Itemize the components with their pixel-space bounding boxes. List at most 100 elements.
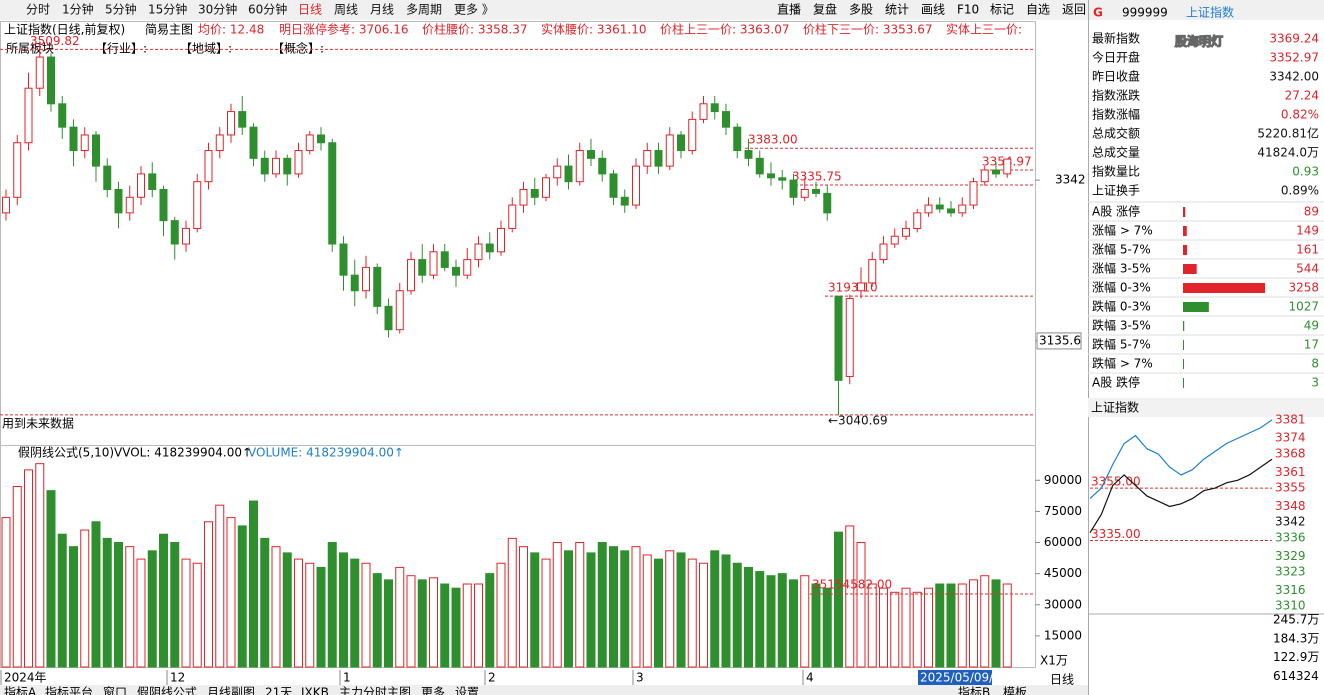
- period-tab[interactable]: 更多 》: [454, 3, 494, 17]
- breadth-label: 涨幅 0-3%: [1092, 280, 1151, 295]
- x-tick-label: 1: [343, 671, 351, 685]
- volume-bar: [215, 504, 225, 668]
- volume-bar: [417, 579, 427, 668]
- volume-bar: [969, 579, 978, 668]
- candle-body: [35, 56, 44, 89]
- x-tick-label: 2024年: [4, 671, 47, 685]
- y-tick-label: 75000: [1044, 504, 1082, 518]
- tool-button[interactable]: 标记: [990, 3, 1014, 17]
- y-tick-label: 30000: [1044, 597, 1082, 611]
- breadth-value: 8: [1311, 357, 1319, 371]
- bottom-tab[interactable]: 设置: [455, 686, 479, 695]
- panel-code: 999999: [1122, 6, 1168, 20]
- bottom-tab[interactable]: 21天: [265, 686, 292, 695]
- candle-body: [13, 142, 22, 198]
- tool-button[interactable]: 返回: [1062, 3, 1086, 17]
- candle-body: [249, 126, 258, 159]
- candle-body: [193, 181, 202, 229]
- candle-body: [227, 111, 235, 136]
- vol-tick-label: 614324: [1273, 669, 1319, 683]
- bottom-tab[interactable]: 窗口: [103, 686, 127, 695]
- period-tab[interactable]: 5分钟: [105, 2, 137, 17]
- tool-button[interactable]: F10: [957, 3, 979, 17]
- tool-button[interactable]: 复盘: [813, 2, 837, 17]
- candle-body: [677, 134, 685, 152]
- volume-bar: [271, 546, 281, 668]
- candle-body: [879, 243, 888, 261]
- volume-bar: [384, 579, 393, 668]
- quote-value: 0.89%: [1281, 184, 1319, 198]
- candle-body: [823, 192, 832, 214]
- breadth-value: 544: [1296, 262, 1319, 276]
- quote-label: 总成交额: [1092, 126, 1140, 141]
- y-tick-label: 3135.6: [1039, 333, 1081, 347]
- candle-body: [47, 56, 55, 105]
- period-tab[interactable]: 月线: [370, 3, 394, 17]
- tool-button[interactable]: 画线: [921, 3, 945, 17]
- period-tab[interactable]: 多周期: [406, 3, 442, 17]
- volume-bar: [935, 583, 945, 668]
- bottom-tab[interactable]: 模板: [1003, 686, 1027, 695]
- vol-tick-label: 184.3万: [1273, 631, 1319, 645]
- info-item: 价柱腰价: 3358.37: [422, 22, 527, 37]
- breadth-bar: [1183, 359, 1184, 369]
- vvol-label: VVOL: 418239904.00↑: [114, 446, 252, 460]
- bottom-tab[interactable]: 指标B: [958, 685, 990, 695]
- candle-body: [137, 173, 145, 198]
- quote-value: 3369.24: [1269, 32, 1319, 46]
- volume-bar: [710, 550, 720, 668]
- volume-bar: [327, 542, 337, 668]
- period-tab[interactable]: 30分钟: [198, 2, 237, 17]
- y-tick-label: 3329: [1275, 549, 1306, 563]
- period-indicator[interactable]: 日线: [1050, 673, 1074, 687]
- volume-bar: [755, 571, 765, 668]
- candle-body: [598, 157, 607, 175]
- bottom-tab[interactable]: 假阴线公式: [137, 686, 197, 695]
- volume-bar: [856, 542, 866, 668]
- breadth-label: 跌幅 0-3%: [1092, 299, 1151, 314]
- volume-bar: [530, 552, 540, 668]
- breadth-bar: [1183, 340, 1184, 350]
- bottom-tab[interactable]: 主力分时主图: [339, 686, 411, 695]
- y-tick-label: 3355: [1275, 481, 1306, 495]
- breadth-label: 涨幅 3-5%: [1092, 261, 1151, 276]
- bottom-tab[interactable]: JXKB: [300, 686, 329, 695]
- candle-body: [519, 188, 528, 206]
- tool-button[interactable]: 自选: [1026, 3, 1050, 17]
- candle-body: [868, 259, 877, 284]
- tool-button[interactable]: 多股: [849, 3, 873, 17]
- mini-level-label: 3355.00: [1091, 475, 1141, 489]
- volume-bar: [822, 587, 832, 668]
- period-tab[interactable]: 15分钟: [148, 2, 187, 17]
- candle-body: [238, 111, 247, 128]
- bottom-tab[interactable]: 指标平台: [45, 685, 93, 695]
- tool-button[interactable]: 统计: [885, 3, 909, 17]
- period-tab[interactable]: 分时: [26, 3, 50, 17]
- candle-body: [148, 173, 157, 190]
- period-tab[interactable]: 日线: [298, 3, 322, 17]
- bottom-tab[interactable]: 更多: [421, 686, 445, 695]
- period-tab[interactable]: 1分钟: [62, 2, 94, 17]
- candle-body: [812, 188, 820, 194]
- quote-label: 上证换手: [1092, 184, 1140, 198]
- breadth-bar: [1183, 378, 1184, 388]
- chart-mode[interactable]: 简易主图: [145, 23, 193, 37]
- info-item: 实体上三一价:: [946, 22, 1022, 37]
- bottom-tab[interactable]: 指标A: [4, 685, 37, 695]
- volume-bar: [564, 550, 573, 668]
- candle-body: [620, 196, 629, 206]
- candle-body: [305, 134, 314, 152]
- volume-bar: [609, 546, 618, 668]
- volume-bar: [496, 562, 506, 668]
- bottom-tab[interactable]: 月线副图: [207, 686, 255, 695]
- toolbar-bg: [0, 0, 1324, 20]
- quote-value: 41824.0万: [1257, 146, 1319, 160]
- candle-body: [497, 227, 505, 253]
- tool-button[interactable]: 直播: [777, 3, 801, 17]
- volume-bar: [1002, 583, 1012, 668]
- breadth-bar: [1183, 283, 1265, 293]
- volume-bar: [980, 575, 990, 668]
- period-tab[interactable]: 周线: [334, 3, 358, 17]
- period-tab[interactable]: 60分钟: [248, 2, 287, 17]
- quote-value: 3352.97: [1269, 51, 1319, 65]
